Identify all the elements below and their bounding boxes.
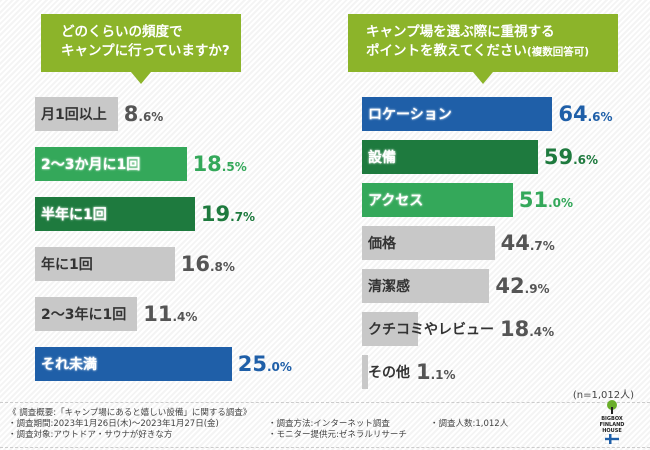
bar-0: 月1回以上 xyxy=(35,97,118,131)
survey-heading: 《 調査概要:「キャンプ場にあると嬉しい設備」に関する調査》 xyxy=(8,408,252,418)
bar-4: 清潔感 xyxy=(362,269,490,303)
bar-label: 月1回以上 xyxy=(41,107,107,123)
bar-label: 設備 xyxy=(368,150,396,166)
bar-label: 清潔感 xyxy=(368,279,410,295)
bigbox-finland-house-logo: BIGBOX FINLAND HOUSE xyxy=(590,400,634,446)
bar-label: その他 xyxy=(368,365,410,381)
bar-label: それ未満 xyxy=(41,357,97,373)
value-label: 18.4% xyxy=(500,317,555,341)
question-2-line2: ポイントを教えてください(複数回答可) xyxy=(366,42,618,62)
bar-5: それ未満 xyxy=(35,347,232,381)
question-1-line2: キャンプに行っていますか? xyxy=(61,43,230,59)
value-label: 51.0% xyxy=(518,188,574,212)
bar-label: 価格 xyxy=(368,236,396,252)
bar-label: 2〜3か月に1回 xyxy=(41,157,141,173)
survey-summary: 《 調査概要:「キャンプ場にあると嬉しい設備」に関する調査》 ・調査期間:202… xyxy=(8,408,251,441)
tree-icon xyxy=(607,400,617,414)
logo-line2: FINLAND HOUSE xyxy=(599,422,625,434)
value-label: 11.4% xyxy=(143,302,198,326)
bar-6: その他 xyxy=(362,355,410,389)
value-label: 8.6% xyxy=(123,102,164,126)
bar-label: 年に1回 xyxy=(41,257,93,273)
value-label: 42.9% xyxy=(495,274,550,298)
survey-target: ・調査対象:アウトドア・サウナが好きな方 xyxy=(8,430,173,440)
logo-line1: BIGBOX xyxy=(601,416,623,422)
bar-label: ロケーション xyxy=(368,107,452,123)
value-label: 18.5% xyxy=(192,152,247,176)
value-label: 16.8% xyxy=(180,252,235,276)
value-label: 64.6% xyxy=(558,102,613,126)
value-label: 19.7% xyxy=(200,202,256,226)
question-2-line1: キャンプ場を選ぶ際に重視する xyxy=(366,24,555,40)
finland-flag-icon xyxy=(604,433,620,445)
survey-period: ・調査期間:2023年1月26日(木)〜2023年1月27日(金) xyxy=(8,419,219,429)
bar-3: 年に1回 xyxy=(35,247,175,281)
bar-label: クチコミやレビュー xyxy=(368,322,494,338)
value-label: 1.1% xyxy=(416,360,456,384)
question-2-title: キャンプ場を選ぶ際に重視する ポイントを教えてください(複数回答可) xyxy=(348,14,618,84)
survey-method: ・調査方法:インターネット調査 xyxy=(268,419,390,429)
divider-bottom xyxy=(0,447,650,448)
bar-0: ロケーション xyxy=(362,97,553,131)
question-2-line2-text: ポイントを教えてください xyxy=(366,43,527,59)
survey-count: ・調査人数:1,012人 xyxy=(430,419,509,429)
bar-label: アクセス xyxy=(368,193,424,209)
question-2-note: (複数回答可) xyxy=(526,46,590,58)
bar-2: 半年に1回 xyxy=(35,197,195,231)
bar-1: 設備 xyxy=(362,140,538,174)
question-1-title: どのくらいの頻度で キャンプに行っていますか? xyxy=(41,14,241,84)
value-label: 25.0% xyxy=(237,352,292,376)
survey-method-block: ・調査方法:インターネット調査 ・モニター提供元:ゼネラルリサーチ xyxy=(268,419,407,441)
sample-size: (n=1,012人) xyxy=(572,390,634,401)
bar-1: 2〜3か月に1回 xyxy=(35,147,187,181)
divider-top xyxy=(0,402,650,403)
bar-2: アクセス xyxy=(362,183,513,217)
value-label: 44.7% xyxy=(500,231,555,255)
question-1-line1: どのくらいの頻度で xyxy=(61,24,183,40)
bar-label: 2〜3年に1回 xyxy=(41,307,127,323)
survey-provider: ・モニター提供元:ゼネラルリサーチ xyxy=(268,430,407,440)
value-label: 59.6% xyxy=(543,145,598,169)
bar-4: 2〜3年に1回 xyxy=(35,297,138,331)
bar-3: 価格 xyxy=(362,226,495,260)
bar-label: 半年に1回 xyxy=(41,207,107,223)
bar-5: クチコミやレビュー xyxy=(362,312,494,346)
